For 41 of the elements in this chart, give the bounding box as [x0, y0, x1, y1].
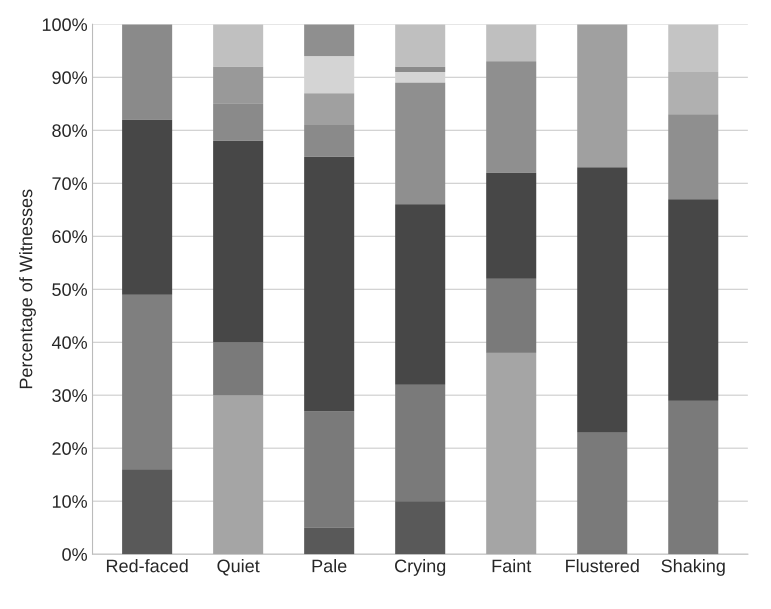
bar [304, 93, 354, 126]
bar [213, 104, 264, 141]
bar [122, 294, 172, 470]
bar [122, 24, 172, 120]
y-tick-label: 20% [52, 442, 88, 455]
y-tick-label: 30% [52, 389, 88, 402]
x-tick-label: Faint [492, 559, 532, 572]
bar [486, 352, 536, 554]
bar [122, 469, 172, 554]
y-tick-label: 70% [52, 177, 88, 190]
y-tick-label: 40% [52, 336, 88, 349]
bar [304, 411, 354, 528]
x-tick-label: Red-faced [106, 559, 188, 572]
bar [213, 66, 264, 104]
bar [304, 156, 354, 412]
bar [304, 528, 354, 554]
bar [213, 342, 264, 396]
y-axis-title: Percentage of Witnesses [19, 190, 36, 388]
x-tick-label: Crying [395, 559, 446, 576]
bar [668, 72, 718, 114]
x-tick-label: Flustered [566, 559, 639, 572]
bar [486, 172, 536, 279]
y-tick-label: 90% [52, 71, 88, 84]
x-tick-label: Shaking [661, 559, 725, 576]
bar [395, 204, 446, 385]
bar [486, 278, 536, 353]
x-tick-label: Pale [312, 559, 346, 572]
x-tick-label: Quiet [217, 559, 260, 576]
bar [395, 501, 446, 554]
bar [304, 125, 354, 157]
y-tick-label: 50% [52, 283, 88, 296]
bar [395, 384, 446, 502]
y-tick-label: 100% [42, 18, 88, 32]
bar [122, 120, 172, 295]
bar [213, 140, 264, 342]
y-tick-label: 0% [62, 548, 88, 561]
y-tick-label: 80% [52, 124, 88, 138]
bar [304, 24, 354, 56]
y-tick-label: 60% [52, 230, 88, 244]
y-tick-label: 10% [52, 495, 88, 508]
bar [213, 395, 264, 554]
